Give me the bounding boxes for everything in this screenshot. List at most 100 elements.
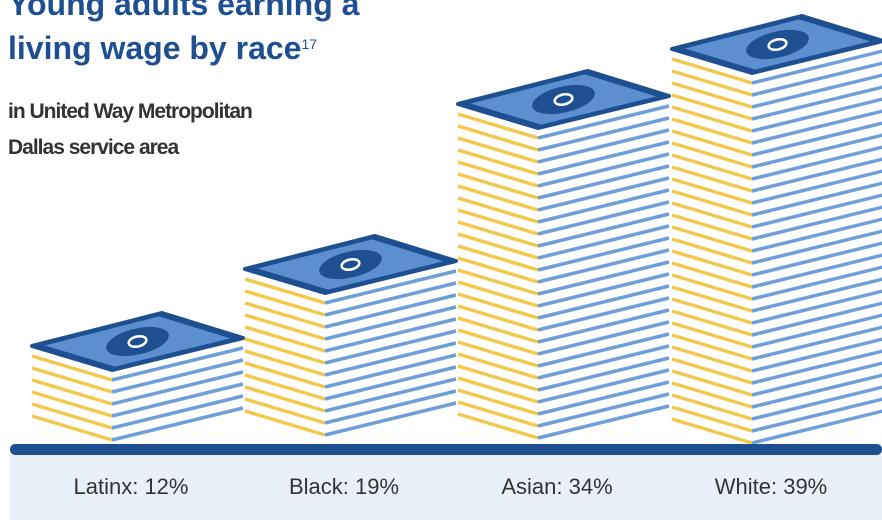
bill-seal-mark (767, 37, 788, 52)
stack-stripe-left (457, 160, 539, 188)
stack-stripe-right (751, 241, 882, 277)
stack-stripe-right (324, 401, 457, 437)
chart-title-box: Young adults earning a living wage by ra… (8, 0, 428, 70)
stack-stripe-left (244, 373, 326, 401)
stack-stripe-left (244, 361, 326, 389)
stack-stripe-left (671, 201, 753, 229)
stack-stripe-right (324, 293, 457, 329)
stack-stripe-right (324, 281, 457, 317)
stack-stripe-right (751, 157, 882, 193)
stack-stripe-left (457, 232, 539, 260)
stack-stripe-left (457, 388, 539, 416)
stack-stripe-left (671, 297, 753, 325)
bill-seal (319, 249, 382, 280)
stack-stripe-right (751, 85, 882, 121)
stack-stripe-left (671, 393, 753, 421)
stack-stripe-right (324, 329, 457, 365)
stack-stripe-right (751, 325, 882, 361)
stack-stripe-right (324, 353, 457, 389)
stack-stripe-right (751, 313, 882, 349)
stack-stripe-right (537, 344, 670, 380)
stack-stripe-left (671, 357, 753, 385)
stack-stripe-left (31, 378, 113, 406)
stack-stripe-right (751, 193, 882, 229)
bill-seal (106, 326, 169, 357)
bill-seal (532, 84, 595, 115)
stack-stripe-left (31, 390, 113, 418)
stack-stripe-left (457, 328, 539, 356)
stack-stripe-right (537, 152, 670, 188)
bill-seal-mark (127, 334, 148, 349)
stack-stripe-left (457, 364, 539, 392)
stack-stripe-left (457, 352, 539, 380)
stack-stripe-right (537, 236, 670, 272)
stack-stripe-left (671, 237, 753, 265)
stack-stripe-left (457, 304, 539, 332)
stack-stripe-right (111, 346, 244, 382)
stack-stripe-right (751, 181, 882, 217)
stack-stripe-left (244, 289, 326, 317)
stack-stripe-right (751, 73, 882, 109)
stack-stripe-right (537, 224, 670, 260)
stack-stripe-right (111, 358, 244, 394)
stack-stripe-right (537, 284, 670, 320)
stack-stripe-right (751, 97, 882, 133)
stack-stripe-right (751, 205, 882, 241)
stack-stripe-left (671, 105, 753, 133)
stack-stripe-right (537, 140, 670, 176)
stack-stripe-left (671, 213, 753, 241)
stack-stripe-right (751, 385, 882, 421)
stack-stripe-right (324, 317, 457, 353)
stack-stripe-right (751, 217, 882, 253)
stack-stripe-left (671, 141, 753, 169)
stack-stripe-right (751, 277, 882, 313)
stack-stripe-right (751, 409, 882, 445)
stack-stripe-right (751, 61, 882, 97)
stack-stripe-right (537, 200, 670, 236)
stack-stripe-left (31, 366, 113, 394)
stack-stripe-left (671, 129, 753, 157)
stack-stripe-left (244, 337, 326, 365)
stack-stripe-right (751, 145, 882, 181)
chart-title: Young adults earning a living wage by ra… (8, 0, 360, 66)
stack-stripe-left (671, 225, 753, 253)
stack-stripe-left (671, 177, 753, 205)
stack-stripe-left (671, 333, 753, 361)
stack-stripe-right (537, 188, 670, 224)
stack-stripe-right (751, 253, 882, 289)
stack-stripe-right (111, 394, 244, 430)
stack-stripe-right (751, 373, 882, 409)
baseline (10, 444, 882, 455)
stack-stripe-left (671, 69, 753, 97)
stack-stripe-right (111, 382, 244, 418)
stack-stripe-right (537, 356, 670, 392)
stack-stripe-left (244, 409, 326, 437)
stack-stripe-left (457, 400, 539, 428)
stack-stripe-right (537, 176, 670, 212)
stack-stripe-left (671, 81, 753, 109)
stack-stripe-right (537, 248, 670, 284)
stack-stripe-left (457, 136, 539, 164)
stack-stripe-left (31, 414, 113, 442)
stack-stripe-right (751, 289, 882, 325)
stack-stripe-left (31, 354, 113, 382)
stack-stripe-right (537, 128, 670, 164)
title-footnote: 17 (301, 36, 318, 52)
stack-stripe-left (671, 321, 753, 349)
stack-stripe-right (324, 389, 457, 425)
stack-stripe-right (751, 265, 882, 301)
stack-stripe-right (324, 269, 457, 305)
stack-stripe-right (751, 109, 882, 145)
stack-stripe-left (671, 261, 753, 289)
stack-stripe-right (537, 332, 670, 368)
stack-stripe-left (671, 165, 753, 193)
stack-stripe-right (537, 320, 670, 356)
stack-stripe-left (244, 301, 326, 329)
stack-stripe-left (457, 256, 539, 284)
stack-stripe-left (671, 285, 753, 313)
money-stack (30, 311, 245, 445)
stack-stripe-left (671, 93, 753, 121)
stack-stripe-right (537, 272, 670, 308)
stack-stripe-left (671, 381, 753, 409)
value-label: White: 39% (715, 474, 828, 499)
